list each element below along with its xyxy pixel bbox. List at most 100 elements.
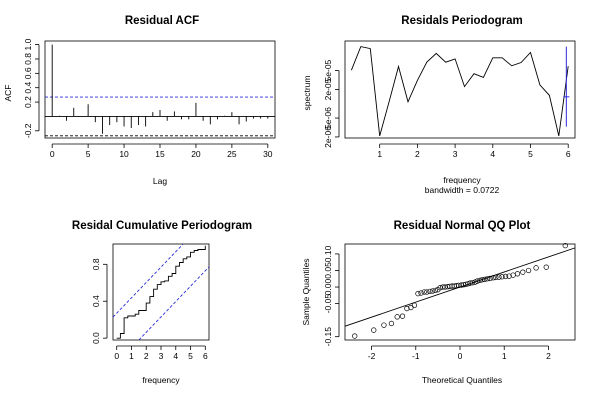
qq-point [432,287,438,293]
periodogram-x-axis: 1 2 3 4 5 6 [377,143,571,159]
acf-y-tick-label: 0.6 [23,67,33,79]
qq-point [474,278,480,284]
qq-y-tick-label: 0.00 [323,278,333,295]
cumulative-y-tick-label: 0.8 [91,258,101,270]
periodogram-x-tick-label: 1 [377,149,382,159]
qq-point [496,274,502,280]
acf-xlabel: Lag [153,176,167,186]
qq-point [533,265,539,271]
cumulative-x-tick-label: 4 [173,351,178,361]
qq-point [525,267,532,274]
periodogram-bandwidth-note: bandwidth = 0.0722 [425,185,500,195]
qq-x-tick-label: 1 [502,351,507,361]
qq-point [499,274,505,280]
periodogram-y-tick-label: 5e-05 [323,59,333,81]
qq-y-tick-label: -0.15 [323,327,333,347]
qq-point [487,275,493,282]
qq-point [469,280,476,286]
qq-x-axis: -2 -1 0 1 2 [368,345,551,361]
qq-point [404,305,410,312]
periodogram-xlabel: frequency [443,175,481,185]
acf-x-tick-label: 10 [119,149,129,159]
qq-point [482,276,488,283]
qq-point [484,276,491,282]
periodogram-x-tick-label: 2 [415,149,420,159]
periodogram-ylabel: spectrum [302,76,312,111]
acf-y-tick-label: 1.0 [23,38,33,50]
qq-point [562,243,568,249]
qq-point [506,273,512,279]
qq-point [490,275,496,281]
qq-point [421,289,427,295]
cumulative-title: Residal Cumulative Periodogram [72,220,252,232]
qq-point [479,277,485,283]
acf-title: Residual ACF [125,15,199,27]
acf-y-tick-label: 0.2 [23,96,33,108]
qq-panel: Residual Normal QQ Plot -2 -1 0 1 2 -0.15-0.… [301,220,576,385]
qq-point [424,289,430,295]
acf-marks [45,44,276,137]
qq-point [520,269,526,275]
acf-y-axis: -0.2 0.2 0.4 0.6 0.8 1.0 [23,38,40,138]
periodogram-series-line [350,46,569,137]
qq-point [411,302,418,308]
qq-ylabel: Sample Quantiles [301,258,311,325]
qq-point [371,327,377,333]
cumulative-y-tick-label: 0.4 [91,295,101,307]
acf-x-tick-label: 15 [155,149,165,159]
periodogram-x-tick-label: 4 [490,149,495,159]
qq-point [467,280,473,286]
qq-point [543,264,549,270]
qq-x-tick-label: 2 [546,351,551,361]
qq-x-tick-label: 0 [458,351,463,361]
acf-y-tick-label: -0.2 [23,123,33,138]
qq-point [429,288,436,294]
qq-x-tick-label: -1 [412,351,420,361]
acf-plot-box [44,40,276,139]
cumulative-x-tick-label: 2 [144,351,149,361]
cumulative-y-axis: 0.0 0.4 0.8 [91,258,108,344]
qq-marks [344,243,576,339]
qq-point [477,277,483,284]
cumulative-lower-band [138,266,210,341]
qq-point [352,333,358,339]
qq-y-axis: -0.15 -0.050.000.050.10 [323,245,340,347]
cumulative-plot-box [112,243,210,341]
cumulative-xlabel: frequency [142,375,180,385]
acf-x-tick-label: 25 [227,149,237,159]
qq-point [427,288,433,294]
cumulative-x-tick-label: 3 [159,351,164,361]
qq-xlabel: Theoretical Quantiles [422,375,502,385]
periodogram-y-tick-label: 5e-06 [323,107,333,129]
acf-y-tick-label: 0.4 [23,82,33,94]
qq-point [418,290,424,296]
qq-y-tick-label: -0.05 [323,294,333,314]
acf-panel: Residual ACF 0 5 10 15 20 25 30 -0.2 0.2 0.4 0.6 0… [3,15,276,186]
acf-x-tick-label: 5 [86,149,91,159]
acf-x-tick-label: 0 [50,149,55,159]
cumulative-x-tick-label: 6 [203,351,208,361]
qq-point [493,274,499,281]
periodogram-y-tick-label: 2e-05 [323,78,333,100]
acf-x-tick-label: 20 [191,149,201,159]
cumulative-y-tick-label: 0.0 [91,332,101,344]
qq-point [399,313,406,319]
acf-x-axis: 0 5 10 15 20 25 30 [50,143,273,159]
periodogram-marks [350,46,570,137]
qq-point [394,314,400,320]
qq-y-tick-label: 0.05 [323,262,333,279]
qq-point [381,322,387,328]
periodogram-x-tick-label: 5 [528,149,533,159]
cumulative-x-tick-label: 0 [114,351,119,361]
acf-x-tick-label: 30 [263,149,273,159]
qq-point [388,320,395,327]
acf-ylabel: ACF [3,85,13,102]
qq-y-tick-label: 0.10 [323,245,333,262]
cumulative-upper-band [112,243,184,318]
periodogram-x-tick-label: 3 [453,149,458,159]
